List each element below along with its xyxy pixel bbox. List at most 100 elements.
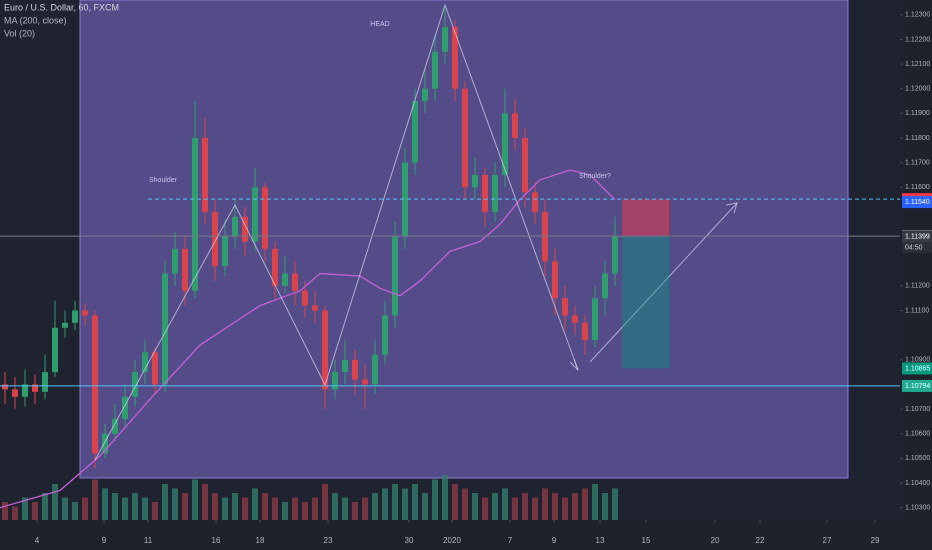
candle-body [272, 248, 278, 286]
candle-body [362, 379, 368, 385]
annotation: Shoulder? [579, 173, 611, 180]
x-tick-label: 18 [256, 536, 265, 545]
volume-bar [422, 493, 428, 520]
volume-bar [412, 484, 418, 520]
y-tick-label: 1.10700 [905, 406, 930, 413]
candle-body [72, 310, 78, 323]
volume-bar [332, 493, 338, 520]
y-tick-label: 1.10500 [905, 455, 930, 462]
candle-body [332, 372, 338, 390]
candle-body [12, 389, 18, 397]
volume-bar [152, 502, 158, 520]
candle-body [602, 273, 608, 299]
volume-bar [62, 497, 68, 520]
time-axis [0, 520, 932, 550]
volume-bar [472, 493, 478, 520]
x-tick-label: 11 [144, 536, 153, 545]
volume-bar [282, 502, 288, 520]
candle-body [302, 290, 308, 306]
stop-zone [622, 199, 669, 237]
candle-body [132, 372, 138, 397]
countdown-box [902, 242, 932, 254]
volume-bar [82, 497, 88, 520]
candle-body [412, 101, 418, 163]
volume-bar [202, 484, 208, 520]
volume-bar [342, 497, 348, 520]
x-tick-label: 29 [871, 536, 880, 545]
candle-body [352, 359, 358, 380]
volume-bar [142, 497, 148, 520]
candle-body [282, 273, 288, 286]
price-marker [902, 362, 932, 375]
volume-bar [402, 488, 408, 520]
volume-bar [432, 479, 438, 520]
volume-bar [232, 493, 238, 520]
volume-bar [12, 506, 18, 520]
candle-body [492, 174, 498, 212]
x-tick-label: 23 [324, 536, 333, 545]
candle-body [442, 27, 448, 52]
volume-bar [92, 479, 98, 520]
price-marker-label: 1.10865 [905, 365, 930, 372]
candle-body [192, 138, 198, 291]
volume-bar [552, 493, 558, 520]
volume-bar [112, 493, 118, 520]
indicator-label: MA (200, close) [4, 15, 67, 25]
x-tick-label: 20 [711, 536, 720, 545]
candle-body [122, 396, 128, 419]
volume-bar [522, 493, 528, 520]
y-tick-label: 1.12300 [905, 12, 930, 19]
volume-bar [192, 479, 198, 520]
x-tick-label: 30 [405, 536, 414, 545]
volume-bar [562, 497, 568, 520]
candle-body [522, 138, 528, 193]
candle-body [252, 187, 258, 242]
candle-body [472, 174, 478, 188]
candle-body [202, 138, 208, 212]
candle-body [2, 384, 8, 390]
head-shoulders-drawing [94, 3, 579, 461]
x-tick-label: 15 [642, 536, 651, 545]
volume-bar [462, 488, 468, 520]
volume-bar [2, 502, 8, 520]
candle-body [502, 113, 508, 175]
volume-bar [612, 488, 618, 520]
candle-body [242, 216, 248, 242]
candle-body [142, 352, 148, 373]
candle-body [82, 310, 88, 316]
countdown: 04:50 [905, 244, 923, 251]
candle-body [552, 261, 558, 299]
volume-bar [512, 497, 518, 520]
volume-bar [302, 502, 308, 520]
volume-bar [22, 497, 28, 520]
candle-body [162, 273, 168, 385]
price-marker-label: 1.11540 [905, 199, 930, 206]
volume-bar [122, 497, 128, 520]
x-tick-label: 16 [212, 536, 221, 545]
candle-body [452, 27, 458, 89]
volume-bar [42, 493, 48, 520]
arrow-head [725, 202, 738, 214]
candle-body [482, 174, 488, 212]
candle-body [532, 192, 538, 212]
candle-body [462, 88, 468, 188]
price-marker [902, 230, 932, 243]
volume-bar [292, 497, 298, 520]
price-marker-label: 1.11399 [905, 234, 930, 241]
volume-bar [182, 493, 188, 520]
volume-bar [262, 493, 268, 520]
plot-area [0, 4, 618, 520]
y-tick-label: 1.11800 [905, 135, 930, 142]
price-axis [900, 0, 932, 550]
x-tick-label: 7 [508, 536, 513, 545]
volume-bar [272, 497, 278, 520]
y-tick-label: 1.10600 [905, 431, 930, 438]
volume-bar [32, 502, 38, 520]
volume-bar [322, 484, 328, 520]
x-tick-label: 2020 [443, 536, 461, 545]
y-tick-label: 1.10400 [905, 480, 930, 487]
target-zone [622, 236, 669, 369]
x-tick-label: 9 [552, 536, 557, 545]
volume-bar [482, 497, 488, 520]
arrow-head [569, 358, 579, 371]
